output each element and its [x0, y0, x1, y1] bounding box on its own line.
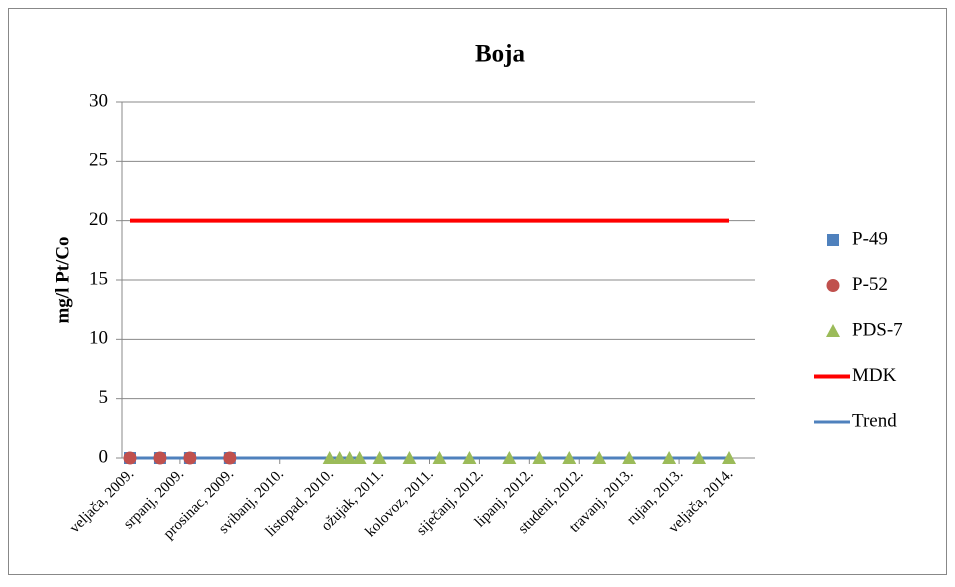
y-tick-label: 5 [99, 387, 109, 408]
point [462, 451, 477, 464]
point [502, 451, 517, 464]
y-tick-label: 0 [99, 446, 109, 467]
y-axis-label: mg/l Pt/Co [52, 236, 73, 323]
legend-label: Trend [852, 410, 897, 431]
point [153, 451, 167, 465]
y-tick-label: 10 [89, 328, 108, 349]
chart-frame [8, 8, 947, 575]
legend-label: PDS-7 [852, 319, 903, 340]
legend-label: P-52 [852, 274, 888, 295]
point [722, 451, 736, 464]
point [532, 451, 547, 464]
chart-title: Boja [475, 41, 526, 68]
point [123, 451, 137, 465]
point [662, 451, 677, 464]
legend-label: P-49 [852, 228, 888, 249]
point [826, 324, 840, 337]
point [183, 451, 197, 465]
point [592, 451, 607, 464]
y-tick-label: 25 [89, 150, 108, 171]
point [827, 234, 839, 246]
point [692, 451, 707, 464]
point [826, 279, 840, 292]
point [332, 451, 347, 464]
point [223, 451, 237, 465]
y-tick-label: 15 [89, 268, 108, 289]
point [402, 451, 417, 464]
point [622, 451, 637, 464]
point [432, 451, 447, 464]
point [352, 451, 367, 464]
y-tick-label: 20 [89, 209, 108, 230]
point [562, 451, 577, 464]
y-tick-label: 30 [89, 90, 108, 111]
point [342, 451, 357, 464]
point [322, 451, 337, 464]
legend-label: MDK [852, 365, 897, 386]
point [372, 451, 387, 464]
